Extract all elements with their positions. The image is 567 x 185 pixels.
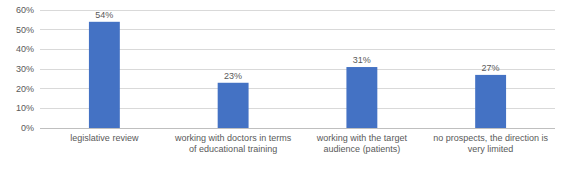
y-tick-label: 40% bbox=[16, 44, 34, 54]
bar bbox=[475, 75, 506, 128]
grid-line bbox=[40, 10, 555, 11]
data-label: 54% bbox=[95, 10, 113, 20]
bar bbox=[346, 67, 377, 128]
data-label: 27% bbox=[482, 63, 500, 73]
bars bbox=[89, 22, 506, 128]
y-tick-label: 30% bbox=[16, 64, 34, 74]
data-label: 31% bbox=[353, 55, 371, 65]
x-tick-label: working with the targetaudience (patient… bbox=[316, 133, 408, 154]
data-labels: 54% 23% 31% 27% bbox=[95, 10, 499, 81]
chart-container: 0% 10% 20% 30% 40% 50% 60% 54% 23% 31% 27% legislat… bbox=[0, 0, 567, 185]
x-tick-label: no prospects, the direction isvery limit… bbox=[433, 133, 548, 154]
y-tick-label: 60% bbox=[16, 5, 34, 15]
data-label: 23% bbox=[224, 71, 242, 81]
x-tick-label: working with doctors in termsof educatio… bbox=[174, 133, 292, 154]
y-tick-label: 20% bbox=[16, 84, 34, 94]
y-tick-label: 10% bbox=[16, 103, 34, 113]
y-tick-label: 50% bbox=[16, 25, 34, 35]
bar bbox=[89, 22, 120, 128]
x-tick-label: legislative review bbox=[70, 133, 139, 143]
y-tick-label: 0% bbox=[21, 123, 34, 133]
y-axis: 0% 10% 20% 30% 40% 50% 60% bbox=[16, 5, 555, 133]
bar bbox=[218, 83, 249, 128]
chart-svg: 0% 10% 20% 30% 40% 50% 60% 54% 23% 31% 27% legislat… bbox=[0, 0, 567, 185]
x-axis: legislative review working with doctors i… bbox=[70, 133, 548, 154]
